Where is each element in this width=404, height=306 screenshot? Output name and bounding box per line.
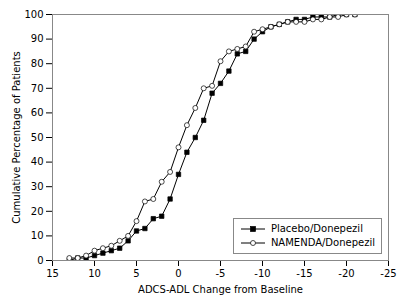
svg-text:40: 40 xyxy=(31,156,44,167)
svg-text:0: 0 xyxy=(175,268,181,279)
svg-text:0: 0 xyxy=(37,255,43,266)
svg-text:60: 60 xyxy=(31,107,44,118)
svg-text:70: 70 xyxy=(31,83,44,94)
svg-text:-15: -15 xyxy=(296,268,312,279)
svg-text:-10: -10 xyxy=(254,268,270,279)
svg-text:15: 15 xyxy=(46,268,59,279)
svg-text:80: 80 xyxy=(31,58,44,69)
svg-text:-25: -25 xyxy=(380,268,396,279)
svg-text:5: 5 xyxy=(133,268,139,279)
svg-text:50: 50 xyxy=(31,132,44,143)
html-text:NAMENDA/Donepezil: NAMENDA/Donepezil xyxy=(270,237,375,248)
svg-text:100: 100 xyxy=(24,9,43,20)
svg-text:10: 10 xyxy=(88,268,101,279)
html-text:Placebo/Donepezil: Placebo/Donepezil xyxy=(270,223,363,234)
svg-text:10: 10 xyxy=(31,230,44,241)
svg-text:30: 30 xyxy=(31,181,44,192)
svg-text:-5: -5 xyxy=(216,268,226,279)
svg-text:Cumulative Percentage of Patie: Cumulative Percentage of Patients xyxy=(11,51,22,224)
svg-text:20: 20 xyxy=(31,206,44,217)
svg-text:-20: -20 xyxy=(338,268,354,279)
svg-text:ADCS-ADL Change from Baseline: ADCS-ADL Change from Baseline xyxy=(138,284,303,295)
svg-text:90: 90 xyxy=(31,33,44,44)
